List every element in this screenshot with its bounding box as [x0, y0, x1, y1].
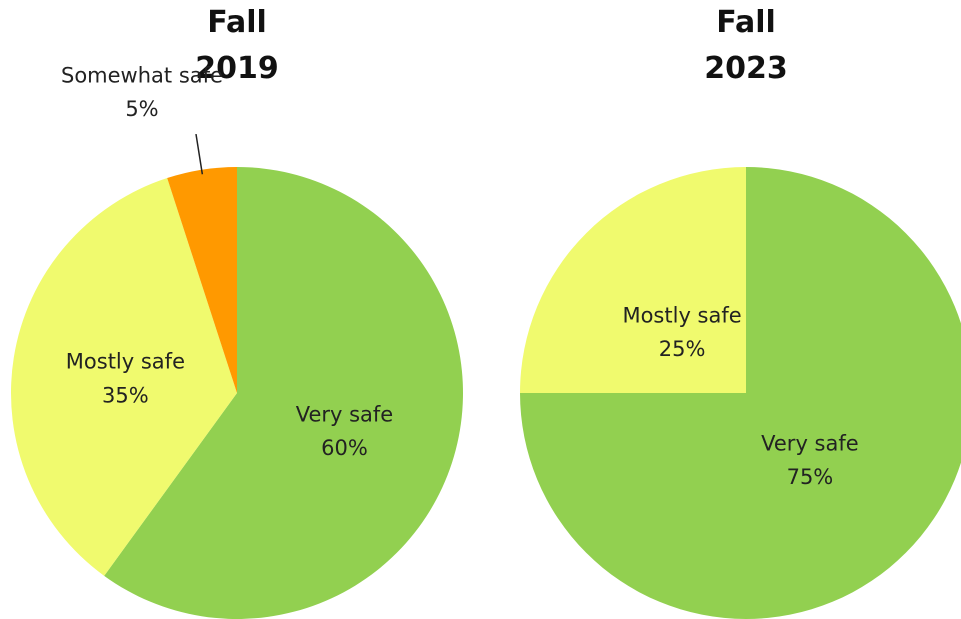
category-label: Somewhat safe [61, 63, 223, 87]
data-label: Very safe 75% [761, 431, 859, 489]
data-label: Mostly safe 35% [66, 350, 185, 408]
value-label: 35% [102, 383, 149, 407]
leader-line [195, 133, 204, 175]
category-label: Very safe [296, 402, 394, 426]
pie-slice [11, 178, 237, 576]
pie-slice [520, 167, 746, 393]
value-label: 75% [787, 465, 834, 489]
category-label: Very safe [761, 431, 859, 455]
chart-title: Fall 2023 [704, 5, 788, 86]
category-label: Mostly safe [622, 303, 741, 327]
pie-slice [167, 167, 237, 393]
category-label: Mostly safe [66, 350, 185, 374]
data-label: Very safe 60% [296, 402, 394, 460]
data-label: Somewhat safe 5% [61, 63, 223, 121]
value-label: 60% [321, 436, 368, 460]
value-label: 5% [125, 97, 158, 121]
pie-slice [104, 167, 464, 619]
pie-slice [520, 167, 961, 619]
value-label: 25% [659, 337, 706, 361]
chart-title: Fall 2019 [195, 5, 279, 86]
data-label: Mostly safe 25% [622, 303, 741, 361]
